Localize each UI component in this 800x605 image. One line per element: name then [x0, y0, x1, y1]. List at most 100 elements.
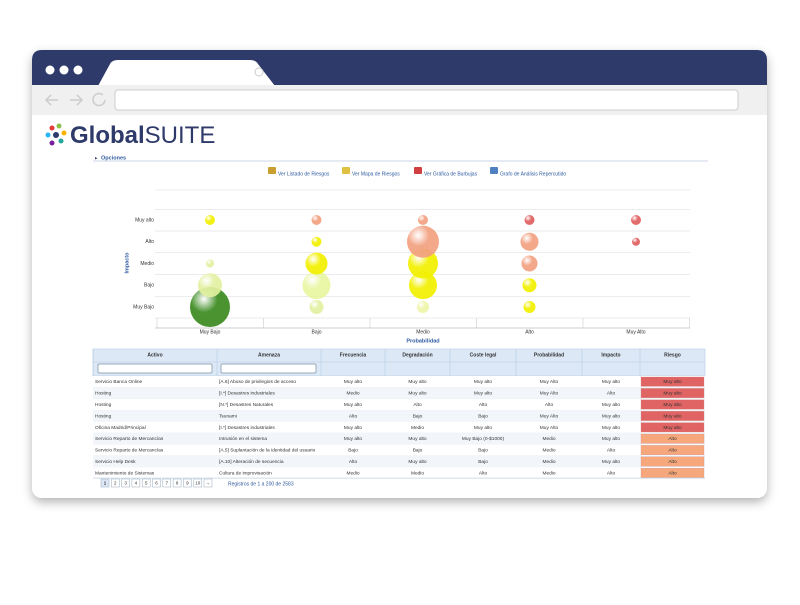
address-bar[interactable]	[114, 89, 739, 111]
page-button[interactable]	[193, 478, 202, 488]
bubble	[418, 215, 428, 225]
bubble	[311, 215, 322, 225]
table-row[interactable]	[93, 398, 705, 411]
table-row[interactable]	[93, 444, 705, 456]
page-button[interactable]	[183, 478, 192, 488]
table-cell: Muy Alto	[540, 379, 559, 385]
page-button[interactable]	[111, 478, 120, 488]
table-cell: [I.*] Desastres industriales	[219, 391, 275, 397]
bubble	[524, 215, 535, 225]
page-number[interactable]: 4	[135, 481, 138, 486]
table-cell: [N.*] Desastres Naturales	[219, 402, 274, 408]
risk-cell	[640, 445, 705, 455]
view-link[interactable]: Ver Listado de Riesgos	[278, 171, 330, 177]
logo: GlobalSUITE	[45, 122, 215, 149]
page-number[interactable]: 8	[176, 481, 179, 486]
bubble	[311, 236, 322, 247]
window-dot	[73, 65, 83, 75]
table-cell: Medio	[411, 470, 424, 476]
page-number[interactable]: 5	[145, 481, 148, 486]
table-cell: Servicio Help Desk	[95, 459, 136, 465]
page-button[interactable]	[203, 478, 213, 488]
page-number[interactable]: 6	[155, 481, 158, 486]
link-icon	[414, 167, 422, 174]
table-cell: Hosting	[95, 402, 112, 408]
table-cell: Medio	[542, 459, 555, 465]
page-number[interactable]: 1	[104, 481, 107, 486]
y-axis-title: Impacto	[124, 252, 130, 274]
table-cell: Servicio Reparto de Mercancías	[95, 448, 164, 454]
table-cell: Bajo	[478, 413, 488, 419]
table-cell: Medio	[346, 470, 359, 476]
column-header: Activo	[147, 352, 162, 358]
table-row[interactable]	[93, 387, 705, 399]
table-row[interactable]	[93, 467, 705, 479]
page-number[interactable]: 7	[166, 481, 169, 486]
table-cell: Medio	[542, 470, 555, 476]
table-cell: Muy alto	[602, 413, 620, 419]
bubble	[305, 252, 328, 275]
table-cell: Alto	[607, 448, 616, 454]
logo-dot	[61, 130, 67, 136]
view-link[interactable]: Ver Gráfica de Burbujas	[424, 171, 478, 177]
collapse-icon[interactable]: ▸	[95, 155, 98, 161]
y-tick-label: Muy alto	[135, 217, 154, 223]
x-tick-label: Muy Alto	[626, 329, 645, 335]
y-tick-label: Bajo	[144, 283, 154, 289]
page-button[interactable]	[162, 478, 172, 488]
table-cell: [A.6] Abuso de privilegios de acceso	[219, 379, 296, 385]
table-cell: Cultura de improvisación	[219, 470, 272, 476]
bubble	[631, 215, 641, 225]
x-tick-label: Medio	[416, 329, 430, 335]
reload-button[interactable]	[92, 92, 106, 107]
bubble	[522, 278, 537, 293]
filter-input[interactable]	[97, 363, 213, 374]
page-button[interactable]	[131, 478, 141, 488]
options-label[interactable]: Opciones	[101, 155, 126, 161]
column-header: Frecuencia	[340, 352, 367, 358]
table-cell: Muy alto	[344, 425, 362, 431]
table-row[interactable]	[93, 455, 705, 468]
link-icon	[342, 167, 350, 174]
page-button[interactable]	[121, 478, 130, 488]
table-cell: Muy alto	[474, 379, 492, 385]
tab[interactable]	[98, 60, 275, 86]
page-number[interactable]: 3	[124, 481, 127, 486]
table-cell: Muy alto	[408, 391, 426, 397]
table-row[interactable]	[93, 433, 705, 445]
page-button[interactable]	[172, 478, 182, 488]
bubble	[417, 301, 429, 313]
tab-close[interactable]	[254, 67, 264, 77]
view-link[interactable]: Ver Mapa de Riesgos	[352, 171, 400, 177]
table-row[interactable]	[93, 376, 705, 388]
table-cell: Bajo	[413, 413, 423, 419]
table-cell: Muy Alto	[540, 425, 559, 431]
window-dot	[59, 65, 69, 75]
page-number[interactable]: →	[206, 481, 211, 486]
forward-button[interactable]	[70, 94, 84, 106]
page-button[interactable]	[152, 478, 161, 488]
table-cell: Medio	[542, 448, 555, 454]
column-header: Degradación	[402, 352, 432, 358]
table-cell: [A.10] Alteración de secuencia	[219, 459, 284, 465]
table-cell: Alto	[607, 391, 616, 397]
logo-dot	[49, 140, 55, 146]
table-row[interactable]	[93, 410, 705, 422]
view-link[interactable]: Grafo de Análisis Repercutido	[500, 171, 566, 177]
back-button[interactable]	[44, 94, 58, 106]
table-cell: Muy alto	[602, 402, 620, 408]
filter-input[interactable]	[220, 363, 317, 374]
table-cell: Bajo	[478, 459, 488, 465]
risk-cell	[640, 388, 705, 398]
page-number[interactable]: 9	[186, 481, 189, 486]
column-header: Impacto	[601, 352, 620, 358]
table-row[interactable]	[93, 421, 705, 433]
table-cell: Alto	[607, 470, 616, 476]
table-cell: Alto	[349, 413, 358, 419]
page-button[interactable]	[141, 478, 151, 488]
page-number[interactable]: 2	[114, 481, 117, 486]
table-cell: Muy alto	[663, 391, 681, 397]
logo-dot	[53, 132, 59, 138]
page-number[interactable]: 10	[195, 481, 201, 486]
page-button[interactable]	[100, 478, 110, 488]
